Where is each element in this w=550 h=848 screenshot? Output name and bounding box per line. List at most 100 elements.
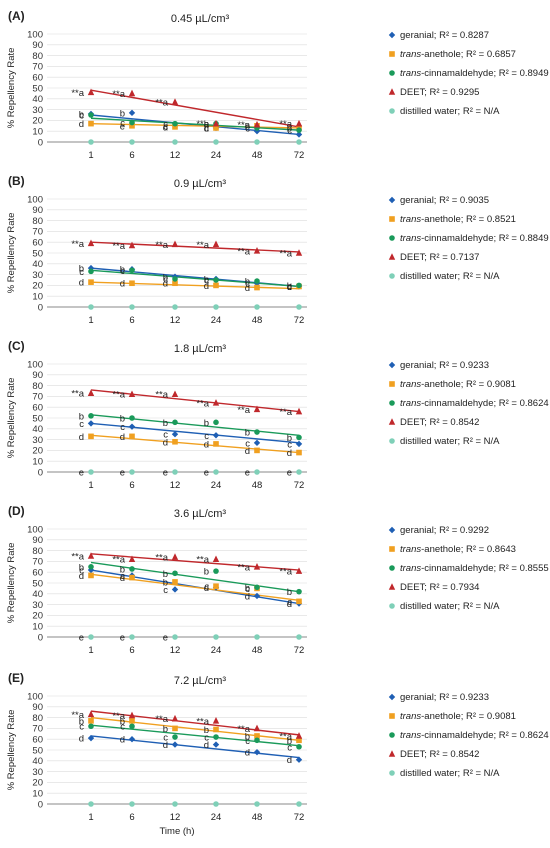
y-tick-label: 50 bbox=[32, 413, 43, 424]
trend-line bbox=[90, 241, 300, 253]
legend-entry: DEET; R² = 0.9295 bbox=[400, 87, 479, 98]
significance-letter: **a bbox=[71, 710, 84, 721]
data-point bbox=[296, 434, 302, 441]
legend-entry: distilled water; R² = N/A bbox=[400, 768, 500, 779]
legend-entry: trans-cinnamaldehyde; R² = 0.8624 bbox=[400, 398, 549, 409]
x-tick-label: 24 bbox=[211, 645, 222, 656]
data-point bbox=[254, 139, 260, 145]
data-point bbox=[213, 125, 219, 131]
x-tick-label: 6 bbox=[129, 480, 134, 491]
significance-letter: c bbox=[79, 111, 84, 122]
significance-letter: d bbox=[120, 279, 125, 290]
significance-letter: **a bbox=[237, 246, 250, 257]
data-point bbox=[213, 441, 219, 447]
significance-letter: c bbox=[120, 722, 125, 733]
data-point bbox=[213, 734, 219, 740]
significance-letter: b bbox=[163, 577, 168, 588]
significance-letter: c bbox=[120, 266, 125, 277]
x-tick-label: 48 bbox=[252, 812, 263, 823]
y-tick-label: 20 bbox=[32, 611, 43, 622]
data-point bbox=[296, 598, 302, 605]
legend-entry: trans-anethole; R² = 0.8643 bbox=[400, 544, 516, 555]
data-point bbox=[88, 304, 94, 310]
legend-entry: trans-anethole; R² = 0.8521 bbox=[400, 214, 516, 225]
data-point bbox=[172, 469, 178, 475]
y-tick-label: 100 bbox=[27, 524, 43, 535]
data-point bbox=[171, 741, 179, 748]
data-point bbox=[213, 139, 219, 145]
chart-title: 0.45 µL/cm³ bbox=[171, 13, 230, 25]
significance-letter: c bbox=[163, 121, 168, 132]
significance-letter: e bbox=[287, 468, 292, 479]
significance-letter: d bbox=[245, 283, 250, 294]
significance-letter: d bbox=[120, 432, 125, 443]
significance-letter: **a bbox=[112, 241, 125, 252]
significance-letter: e bbox=[79, 468, 84, 479]
significance-letter: **a bbox=[196, 555, 209, 566]
chart-title: 7.2 µL/cm³ bbox=[174, 675, 227, 687]
legend-entry: geranial; R² = 0.9233 bbox=[400, 692, 489, 703]
data-point bbox=[296, 801, 302, 807]
y-tick-label: 40 bbox=[32, 424, 43, 435]
data-point bbox=[172, 280, 178, 287]
data-point bbox=[88, 723, 94, 730]
significance-letter: e bbox=[163, 633, 168, 644]
data-point bbox=[87, 239, 95, 247]
data-point bbox=[254, 737, 260, 744]
y-axis-label: % Repellency Rate bbox=[6, 710, 17, 791]
significance-letter: b bbox=[163, 724, 168, 735]
significance-letter: **a bbox=[155, 98, 168, 109]
significance-letter: d bbox=[79, 571, 84, 582]
significance-letter: **a bbox=[279, 249, 292, 260]
legend-entry: DEET; R² = 0.8542 bbox=[400, 417, 479, 428]
trend-line bbox=[90, 724, 300, 747]
y-tick-label: 100 bbox=[27, 359, 43, 370]
significance-letter: d bbox=[287, 599, 292, 610]
data-point bbox=[172, 734, 178, 740]
data-point bbox=[87, 734, 95, 742]
x-tick-label: 12 bbox=[170, 812, 181, 823]
data-point bbox=[296, 588, 302, 595]
significance-letter: d bbox=[120, 735, 125, 746]
significance-letter: **a bbox=[196, 398, 209, 409]
legend-marker bbox=[388, 88, 396, 95]
y-tick-label: 90 bbox=[32, 535, 43, 546]
significance-letter: b bbox=[245, 428, 250, 439]
y-tick-label: 20 bbox=[32, 778, 43, 789]
significance-letter: b bbox=[79, 562, 84, 573]
data-point bbox=[129, 119, 135, 126]
legend-marker bbox=[389, 770, 395, 776]
significance-letter: e bbox=[163, 468, 168, 479]
y-tick-label: 60 bbox=[32, 735, 43, 746]
x-tick-label: 48 bbox=[252, 480, 263, 491]
significance-letter: c bbox=[163, 733, 168, 744]
data-point bbox=[295, 567, 303, 574]
x-tick-label: 12 bbox=[170, 315, 181, 326]
significance-letter: c bbox=[287, 597, 292, 608]
y-tick-label: 0 bbox=[38, 799, 43, 810]
data-point bbox=[254, 733, 260, 739]
significance-letter: c bbox=[287, 439, 292, 450]
data-point bbox=[172, 725, 178, 732]
data-point bbox=[129, 304, 135, 310]
data-point bbox=[171, 586, 179, 593]
y-tick-label: 20 bbox=[32, 446, 43, 457]
y-tick-label: 100 bbox=[27, 29, 43, 40]
x-tick-label: 12 bbox=[170, 150, 181, 161]
x-tick-label: 1 bbox=[88, 480, 93, 491]
trend-line bbox=[90, 561, 300, 593]
data-point bbox=[212, 399, 220, 406]
data-point bbox=[88, 139, 94, 145]
significance-letter: c bbox=[204, 582, 209, 593]
significance-letter: **a bbox=[196, 119, 209, 130]
legend-marker bbox=[389, 235, 395, 241]
x-tick-label: 24 bbox=[211, 150, 222, 161]
data-point bbox=[171, 240, 179, 248]
significance-letter: b bbox=[120, 265, 125, 276]
trend-line bbox=[90, 269, 300, 288]
y-tick-label: 20 bbox=[32, 116, 43, 127]
y-tick-label: 60 bbox=[32, 73, 43, 84]
significance-letter: d bbox=[163, 279, 168, 290]
significance-letter: **a bbox=[71, 239, 84, 250]
y-tick-label: 80 bbox=[32, 381, 43, 392]
